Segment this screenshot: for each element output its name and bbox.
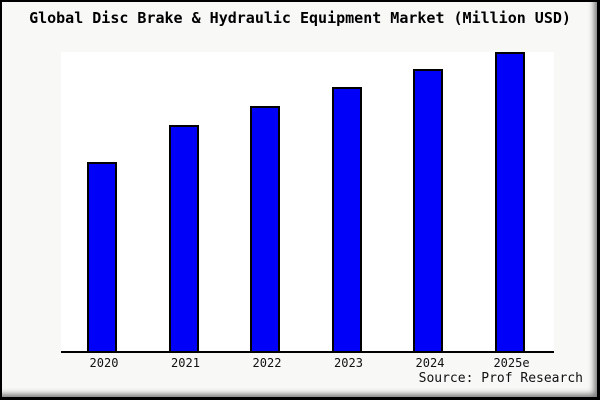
bar-2023: [331, 86, 362, 351]
x-tick-label-2025e: 2025e: [493, 356, 530, 370]
bar-2021: [168, 124, 199, 351]
x-tick-label-2023: 2023: [334, 356, 363, 370]
plot-area: [61, 51, 554, 353]
source-credit: Source: Prof Research: [418, 371, 583, 386]
chart-title: Global Disc Brake & Hydraulic Equipment …: [29, 9, 571, 27]
x-tick-label-2022: 2022: [252, 356, 282, 370]
bar-2020: [87, 162, 117, 351]
x-tick-label-2024: 2024: [415, 356, 445, 370]
x-tick-label-2020: 2020: [89, 356, 119, 370]
x-tick-label-2021: 2021: [171, 356, 200, 370]
bar-2022: [250, 106, 280, 351]
bar-2024: [413, 68, 443, 351]
bar-2025e: [494, 51, 525, 351]
